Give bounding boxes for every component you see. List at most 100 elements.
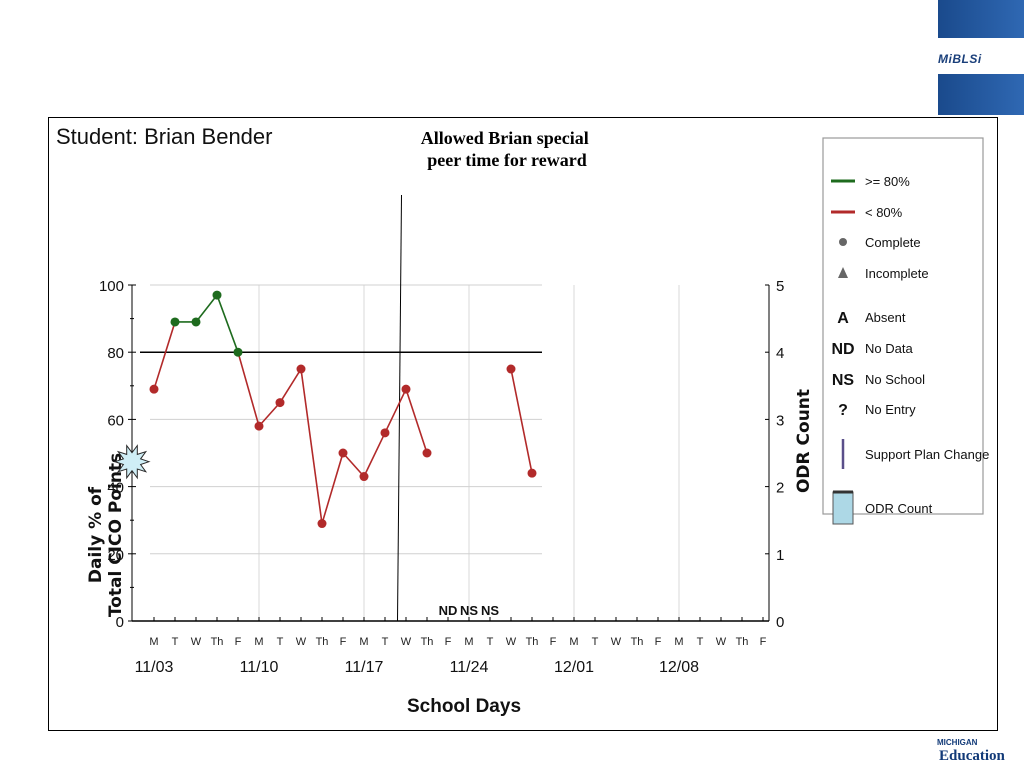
state-logo-small-text: MICHIGAN bbox=[937, 738, 978, 747]
data-point bbox=[191, 317, 201, 327]
legend-box bbox=[822, 137, 984, 515]
x-day-label: T bbox=[592, 636, 599, 648]
x-day-label: Th bbox=[316, 636, 329, 648]
annotation-line-2: peer time for reward bbox=[427, 150, 586, 170]
x-day-label: Th bbox=[736, 636, 749, 648]
y-tick-label: 60 bbox=[107, 412, 124, 429]
x-week-label: 11/24 bbox=[450, 659, 489, 676]
legend-label: Complete bbox=[865, 235, 921, 250]
data-point bbox=[254, 421, 264, 431]
legend-swatch bbox=[838, 267, 848, 278]
series-segment bbox=[405, 388, 428, 454]
x-day-label: F bbox=[235, 636, 242, 648]
y2-tick-label: 1 bbox=[776, 547, 784, 564]
legend-item-complete: Complete bbox=[839, 235, 921, 250]
y2-axis-label: ODR Count bbox=[794, 389, 814, 493]
status-mark: ND bbox=[439, 603, 458, 618]
legend-glyph: ? bbox=[838, 402, 848, 419]
x-day-label: W bbox=[716, 636, 727, 648]
legend-item-support-plan-change: Support Plan Change bbox=[841, 439, 989, 469]
x-day-label: M bbox=[359, 636, 368, 648]
series-segment bbox=[216, 294, 239, 353]
x-day-label: Th bbox=[631, 636, 644, 648]
x-week-label: 12/01 bbox=[554, 659, 594, 676]
data-point bbox=[170, 317, 180, 327]
legend-swatch bbox=[839, 238, 847, 246]
y-tick-label: 80 bbox=[107, 345, 124, 362]
y-axis-label-line-2: Total CICO Points bbox=[106, 453, 126, 617]
y-tick-label: 0 bbox=[116, 614, 124, 631]
chart-canvas: Student: Brian Bender Allowed Brian spec… bbox=[56, 124, 989, 717]
x-day-label: T bbox=[277, 636, 284, 648]
legend-glyph: ND bbox=[831, 341, 854, 358]
x-day-label: Th bbox=[526, 636, 539, 648]
legend-label: No Entry bbox=[865, 402, 916, 417]
x-week-label: 11/10 bbox=[240, 659, 279, 676]
data-point bbox=[233, 347, 243, 357]
x-week-label: 12/08 bbox=[659, 659, 699, 676]
legend-item-no-school: NS No School bbox=[832, 372, 925, 389]
y-axis-label: Daily % of Total CICO Points bbox=[86, 453, 126, 617]
x-day-label: F bbox=[655, 636, 662, 648]
legend-glyph: A bbox=[837, 310, 849, 327]
series-segment bbox=[195, 294, 218, 323]
legend-label: Incomplete bbox=[865, 266, 929, 281]
data-point bbox=[338, 448, 348, 458]
support-plan-change-line bbox=[397, 194, 402, 622]
legend-item-80: < 80% bbox=[831, 205, 903, 220]
series-segment bbox=[279, 368, 302, 404]
series-segment bbox=[342, 452, 365, 478]
x-day-label: F bbox=[760, 636, 767, 648]
data-point bbox=[422, 448, 432, 458]
series-segment bbox=[237, 351, 260, 427]
legend-item-80: >= 80% bbox=[831, 174, 910, 189]
x-day-label: M bbox=[254, 636, 263, 648]
series-segment bbox=[384, 388, 407, 434]
legend-item-incomplete: Incomplete bbox=[838, 266, 929, 281]
legend-label: ODR Count bbox=[865, 501, 933, 516]
x-day-label: F bbox=[550, 636, 557, 648]
legend-label: >= 80% bbox=[865, 174, 910, 189]
data-point bbox=[212, 290, 222, 300]
status-mark: NS bbox=[481, 603, 499, 618]
annotation-line-1: Allowed Brian special bbox=[421, 128, 589, 148]
x-day-label: M bbox=[464, 636, 473, 648]
data-point bbox=[296, 364, 306, 374]
y-tick-label: 40 bbox=[107, 480, 124, 497]
legend-label: No School bbox=[865, 372, 925, 387]
y2-tick-label: 0 bbox=[776, 614, 784, 631]
data-point bbox=[275, 398, 285, 408]
data-point bbox=[401, 384, 411, 394]
series-segment bbox=[153, 321, 176, 390]
legend-item-no-entry: ? No Entry bbox=[838, 402, 916, 419]
x-day-label: W bbox=[191, 636, 202, 648]
series-segment bbox=[510, 368, 533, 474]
x-day-label: Th bbox=[421, 636, 434, 648]
y-tick-label: 100 bbox=[99, 278, 124, 295]
legend-label: Absent bbox=[865, 310, 906, 325]
legend-label: No Data bbox=[865, 341, 913, 356]
data-point bbox=[527, 468, 537, 478]
data-point bbox=[506, 364, 516, 374]
x-day-label: T bbox=[172, 636, 179, 648]
x-day-label: T bbox=[697, 636, 704, 648]
y2-tick-label: 3 bbox=[776, 412, 784, 429]
x-day-label: T bbox=[382, 636, 389, 648]
series-segment bbox=[258, 402, 281, 427]
chart-title: Student: Brian Bender bbox=[56, 124, 272, 149]
legend-item-absent: A Absent bbox=[837, 310, 906, 327]
y-tick-label: 20 bbox=[107, 547, 124, 564]
data-point bbox=[380, 428, 390, 438]
x-axis-label: School Days bbox=[407, 696, 521, 717]
y2-tick-label: 5 bbox=[776, 278, 784, 295]
y2-tick-label: 4 bbox=[776, 345, 784, 362]
data-point bbox=[359, 472, 369, 482]
legend: >= 80% < 80% Complete Incomplete A Absent ND No… bbox=[822, 137, 989, 525]
data-point bbox=[317, 519, 327, 529]
chart-annotation: Allowed Brian special peer time for rewa… bbox=[421, 128, 594, 170]
x-day-label: T bbox=[487, 636, 494, 648]
state-logo-large-text: Education bbox=[939, 748, 1005, 764]
series-segment bbox=[321, 452, 344, 524]
x-day-label: Th bbox=[211, 636, 224, 648]
